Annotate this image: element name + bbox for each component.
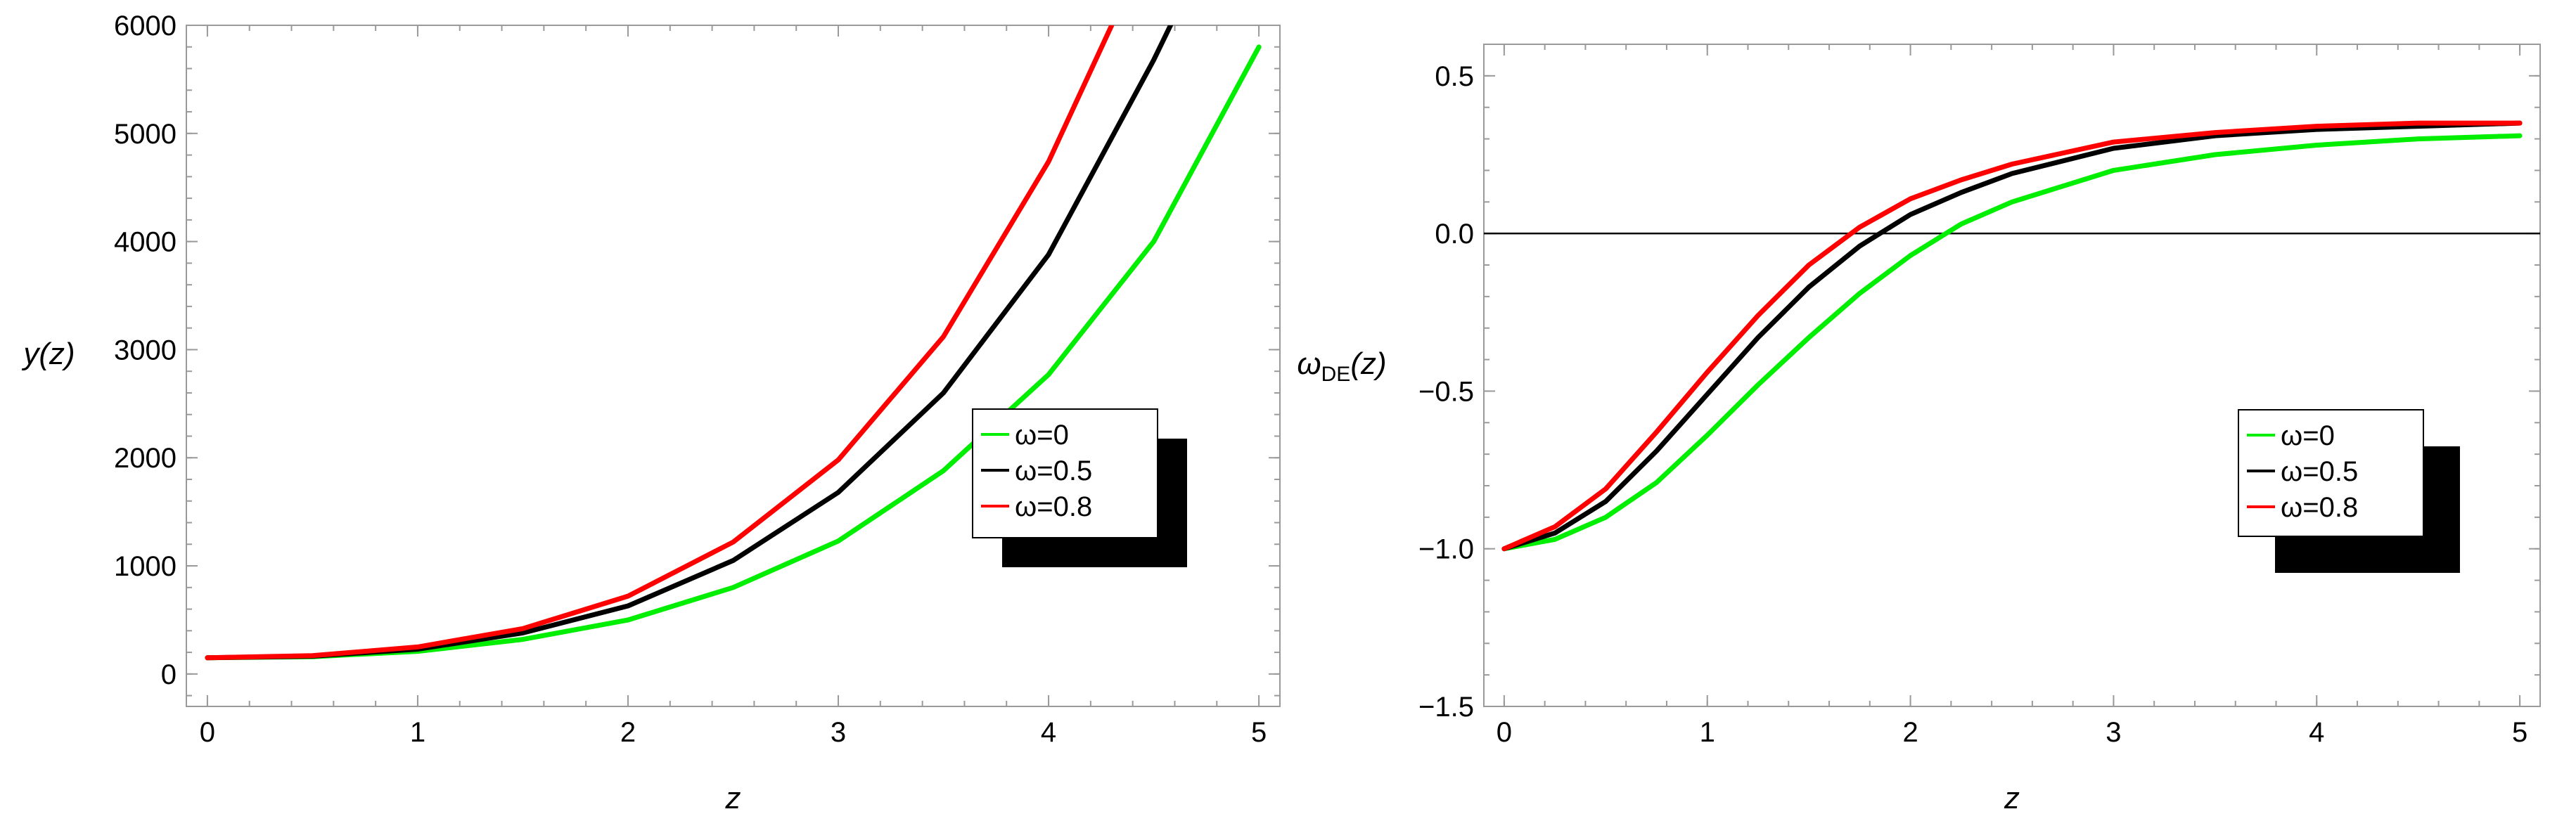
plot-y-of-z: 0 1 2 3 4 50100020003000400050006000zy(z)ω=0ω… — [21, 11, 1281, 815]
x-tick-label: 1 — [410, 717, 425, 748]
y-tick-label: −0.5 — [1418, 376, 1474, 407]
series-line-0 — [1501, 133, 2523, 552]
y-axis-label: ωDE(z) — [1297, 347, 1386, 386]
x-tick-label: 5 — [2512, 717, 2527, 748]
y-tick-label: 0.0 — [1435, 219, 1474, 250]
x-tick-label: 0 — [200, 717, 215, 748]
y-axis-label: y(z) — [21, 337, 75, 371]
y-tick-label: 2000 — [114, 443, 177, 474]
legend-entry: ω=0.8 — [2281, 492, 2358, 523]
legend: ω=0 ω=0.5 ω=0.8 — [972, 408, 1187, 567]
x-tick-label: 2 — [1902, 717, 1918, 748]
legend-entry: ω=0 — [1015, 420, 1069, 451]
y-tick-label: 0 — [161, 659, 177, 690]
y-tick-label: 3000 — [114, 335, 177, 366]
plot-frame — [186, 25, 1281, 707]
legend-box — [972, 408, 1158, 538]
series-line-2 — [1501, 120, 2523, 552]
x-tick-label: 4 — [1041, 717, 1056, 748]
y-tick-label: −1.5 — [1418, 692, 1474, 723]
y-tick-label: 5000 — [114, 119, 177, 150]
y-tick-label: 0.5 — [1435, 61, 1474, 92]
legend: ω=0 ω=0.5 ω=0.8 — [2238, 409, 2460, 573]
y-tick-label: −1.0 — [1418, 534, 1474, 565]
legend-entry: ω=0 — [2281, 420, 2335, 451]
plot-omega-de-of-z: 0 1 2 3 4 5−1.5−1.0−0.50.00.5zωDE(z)ω=0ω=0.5ω… — [1297, 44, 2541, 815]
series-line-2 — [205, 25, 1115, 661]
legend-entry: ω=0.8 — [1015, 491, 1092, 522]
x-tick-label: 0 — [1497, 717, 1512, 748]
x-tick-label: 3 — [2106, 717, 2121, 748]
legend-entry: ω=0.5 — [1015, 455, 1092, 486]
legend-box — [2238, 409, 2424, 537]
x-tick-label: 4 — [2309, 717, 2324, 748]
x-tick-label: 1 — [1700, 717, 1715, 748]
x-tick-label: 5 — [1251, 717, 1267, 748]
y-tick-label: 1000 — [114, 551, 177, 582]
x-tick-label: 3 — [831, 717, 846, 748]
x-axis-label: z — [725, 781, 741, 815]
series-line-1 — [1501, 120, 2523, 552]
y-tick-label: 6000 — [114, 11, 177, 41]
x-axis-label: z — [2004, 781, 2020, 815]
y-tick-label: 4000 — [114, 227, 177, 258]
x-tick-label: 2 — [620, 717, 636, 748]
legend-entry: ω=0.5 — [2281, 456, 2358, 487]
plot-frame — [1483, 44, 2541, 707]
